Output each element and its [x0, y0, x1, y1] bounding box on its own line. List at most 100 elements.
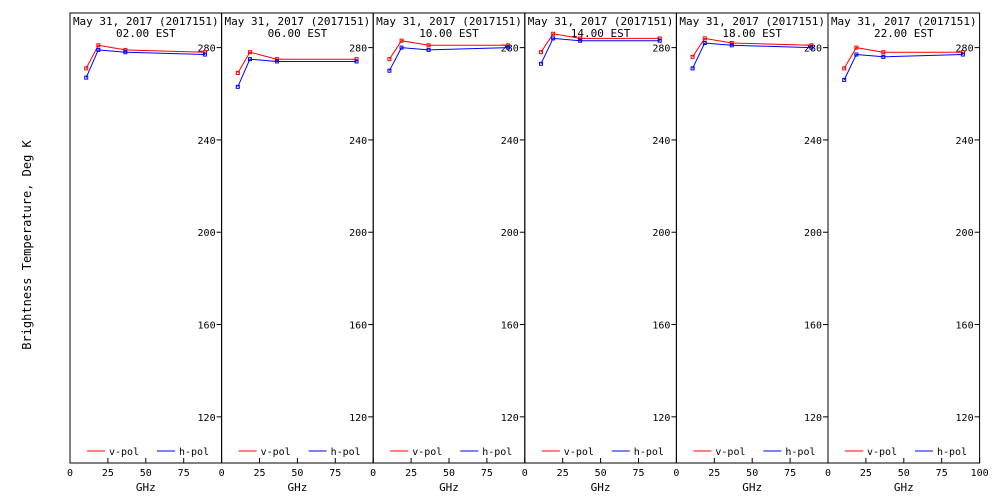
x-tick-label: 75: [936, 468, 948, 479]
data-point-v-pol: [506, 43, 511, 48]
x-tick-label: 75: [178, 468, 190, 479]
y-tick-label: 240: [501, 136, 519, 147]
y-tick-label: 160: [652, 321, 670, 332]
y-tick-label: 200: [652, 228, 670, 239]
data-point-v-pol: [399, 38, 404, 43]
x-tick-label: 50: [443, 468, 455, 479]
legend-label-h-pol: h-pol: [331, 447, 361, 458]
legend-label-v-pol: v-pol: [564, 447, 594, 458]
panel-title-time: 22.00 EST: [874, 27, 934, 40]
data-point-v-pol: [202, 50, 207, 55]
y-tick-label: 240: [349, 136, 367, 147]
data-point-h-pol: [202, 52, 207, 57]
data-point-v-pol: [84, 66, 89, 71]
data-point-v-pol: [387, 57, 392, 62]
series-line-h-pol: [843, 53, 963, 81]
data-point-h-pol: [854, 52, 859, 57]
panel-title-date: May 31, 2017 (2017151): [831, 15, 977, 28]
y-tick-label: 280: [349, 44, 367, 55]
data-point-h-pol: [842, 77, 847, 82]
y-tick-label: 160: [349, 321, 367, 332]
x-tick-label: 25: [253, 468, 265, 479]
data-point-h-pol: [702, 41, 707, 45]
y-tick-label: 240: [198, 136, 216, 147]
x-axis-label: GHz: [591, 481, 611, 494]
data-point-v-pol: [690, 54, 695, 59]
data-point-h-pol: [84, 75, 89, 80]
panel-6: May 31, 2017 (2017151)22.00 EST 120 160 200…: [825, 12, 989, 494]
series-line-h-pol: [388, 47, 509, 71]
data-point-h-pol: [123, 50, 128, 55]
data-point-h-pol: [551, 36, 556, 41]
y-tick-label: 200: [956, 228, 974, 239]
legend-label-h-pol: h-pol: [937, 447, 967, 458]
x-axis-label: GHz: [894, 481, 914, 494]
data-point-v-pol: [842, 66, 847, 71]
x-tick-label: 25: [860, 468, 872, 479]
y-tick-label: 120: [652, 413, 670, 424]
panel-title-time: 18.00 EST: [722, 27, 782, 40]
y-tick-label: 240: [652, 136, 670, 147]
panel-title-date: May 31, 2017 (2017151): [376, 15, 522, 28]
panel-3: May 31, 2017 (2017151)10.00 EST 120 160 200…: [370, 12, 526, 494]
x-tick-label: 50: [140, 468, 152, 479]
legend-label-v-pol: v-pol: [867, 447, 897, 458]
series-line-h-pol: [540, 37, 660, 65]
data-point-h-pol: [235, 84, 240, 89]
data-point-v-pol: [96, 43, 101, 48]
data-point-v-pol: [578, 36, 583, 41]
data-point-v-pol: [729, 41, 734, 45]
data-point-v-pol: [657, 36, 662, 41]
x-tick-label: 0: [825, 468, 831, 479]
series-line-v-pol: [388, 40, 509, 60]
series-line-h-pol: [692, 42, 812, 69]
y-tick-label: 200: [349, 228, 367, 239]
series-line-v-pol: [540, 33, 660, 53]
panel-title-time: 02.00 EST: [116, 27, 176, 40]
legend-label-v-pol: v-pol: [261, 447, 291, 458]
y-tick-label: 280: [956, 44, 974, 55]
x-tick-label: 0: [522, 468, 528, 479]
y-tick-label: 120: [198, 413, 216, 424]
panel-title-date: May 31, 2017 (2017151): [679, 15, 825, 28]
x-axis-label: GHz: [136, 481, 156, 494]
x-tick-label: 0: [219, 468, 225, 479]
data-point-h-pol: [809, 45, 814, 50]
y-tick-label: 120: [804, 413, 822, 424]
x-tick-label: 50: [898, 468, 910, 479]
x-tick-label: 0: [67, 468, 73, 479]
series-line-v-pol: [85, 44, 205, 69]
y-tick-label: 200: [198, 228, 216, 239]
legend-label-v-pol: v-pol: [715, 447, 745, 458]
legend-label-h-pol: h-pol: [482, 447, 512, 458]
y-tick-label: 160: [198, 321, 216, 332]
data-point-v-pol: [539, 50, 544, 55]
panel-title-date: May 31, 2017 (2017151): [528, 15, 674, 28]
panel-4: May 31, 2017 (2017151)14.00 EST 120 160 200…: [522, 12, 677, 494]
y-tick-label: 120: [349, 413, 367, 424]
legend-label-h-pol: h-pol: [634, 447, 664, 458]
y-tick-label: 240: [804, 136, 822, 147]
x-tick-label: 50: [291, 468, 303, 479]
data-point-v-pol: [235, 71, 240, 75]
legend-label-h-pol: h-pol: [179, 447, 209, 458]
series-line-v-pol: [692, 37, 812, 58]
data-point-h-pol: [354, 59, 359, 64]
y-tick-label: 280: [198, 44, 216, 55]
series-line-v-pol: [843, 47, 963, 69]
x-tick-label: 25: [102, 468, 114, 479]
y-tick-label: 200: [501, 228, 519, 239]
x-tick-label: 50: [595, 468, 607, 479]
data-point-v-pol: [426, 43, 431, 48]
x-axis-label: GHz: [439, 481, 459, 494]
panel-title-time: 10.00 EST: [419, 27, 479, 40]
data-point-h-pol: [657, 38, 662, 43]
data-point-h-pol: [578, 38, 583, 43]
data-point-h-pol: [881, 54, 886, 59]
x-axis-label: GHz: [742, 481, 762, 494]
panel-5: May 31, 2017 (2017151)18.00 EST 120 160 200…: [673, 12, 829, 494]
panel-title-time: 06.00 EST: [268, 27, 328, 40]
legend-label-h-pol: h-pol: [785, 447, 815, 458]
y-tick-label: 280: [652, 44, 670, 55]
